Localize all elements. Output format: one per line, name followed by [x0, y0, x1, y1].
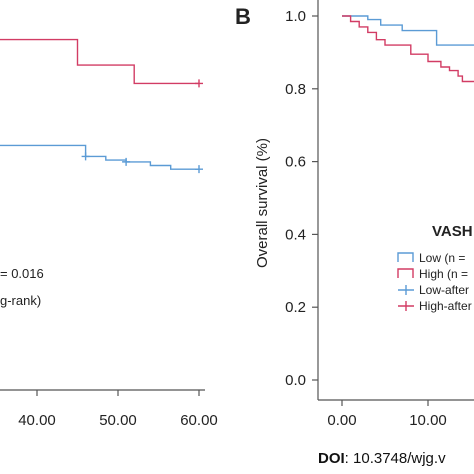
- legend-items: Low (n = High (n = Low-after High-after: [397, 251, 472, 313]
- panel-b-y-tick-label: 0.2: [285, 299, 306, 316]
- panel-a-x-ticks: 40.00 50.00 60.00: [18, 390, 218, 429]
- panel-a-censor-mark: [81, 152, 90, 161]
- doi-label: DOI: [318, 450, 345, 467]
- panel-a-series-line: [0, 144, 199, 170]
- panel-a-x-tick-label: 40.00: [18, 412, 56, 429]
- panel-a-series-line: [0, 38, 199, 85]
- panel-b: B Overall survival (%) 0.0 0.2 0.4 0.6 0.8 1.…: [235, 0, 474, 429]
- legend-swatch: [398, 301, 414, 311]
- panel-b-series-line: [342, 15, 474, 83]
- legend-swatch: [397, 268, 414, 278]
- panel-b-y-axis-label: Overall survival (%): [254, 138, 271, 268]
- panel-a: 40.00 50.00 60.00 = 0.016 g-rank): [0, 38, 218, 429]
- legend-entry-label: High (n =: [419, 267, 468, 281]
- legend-entry-label: Low-after: [419, 283, 469, 297]
- panel-b-survival-curves: [342, 15, 474, 83]
- panel-b-y-tick-label: 1.0: [285, 8, 306, 25]
- legend-entry: Low-after: [398, 283, 469, 297]
- legend-entry: Low (n =: [397, 251, 465, 265]
- legend-entry-label: High-after: [419, 299, 472, 313]
- panel-a-x-tick-label: 50.00: [99, 412, 137, 429]
- panel-b-x-tick-label: 0.00: [327, 412, 356, 429]
- panel-b-y-ticks: 0.0 0.2 0.4 0.6 0.8 1.0: [285, 8, 318, 389]
- panel-b-label: B: [235, 4, 251, 29]
- panel-a-test-label: g-rank): [0, 293, 41, 308]
- panel-b-x-ticks: 0.00 10.00: [327, 400, 447, 429]
- panel-a-censor-mark: [195, 165, 203, 174]
- legend-swatch: [397, 252, 414, 262]
- legend-entry: High-after: [398, 299, 472, 313]
- panel-b-series-line: [342, 15, 474, 46]
- panel-a-censor-mark: [195, 79, 203, 88]
- doi-value: : 10.3748/wjg.v: [344, 450, 446, 467]
- legend-entry: High (n =: [397, 267, 468, 281]
- panel-a-censor-mark: [122, 157, 131, 166]
- panel-b-y-tick-label: 0.6: [285, 154, 306, 171]
- legend-entry-label: Low (n =: [419, 251, 465, 265]
- doi-footer: DOI: 10.3748/wjg.v: [318, 450, 446, 467]
- panel-a-survival-curves: [0, 38, 203, 174]
- panel-b-y-tick-label: 0.4: [285, 226, 306, 243]
- legend-swatch: [398, 285, 414, 295]
- panel-b-y-tick-label: 0.0: [285, 372, 306, 389]
- legend-title: VASH: [432, 223, 473, 240]
- panel-b-legend: VASH Low (n = High (n = Low-after High-afte…: [397, 223, 473, 313]
- panel-a-x-tick-label: 60.00: [180, 412, 218, 429]
- panel-a-p-value: = 0.016: [0, 266, 44, 281]
- panel-b-y-tick-label: 0.8: [285, 81, 306, 98]
- panel-b-x-tick-label: 10.00: [409, 412, 447, 429]
